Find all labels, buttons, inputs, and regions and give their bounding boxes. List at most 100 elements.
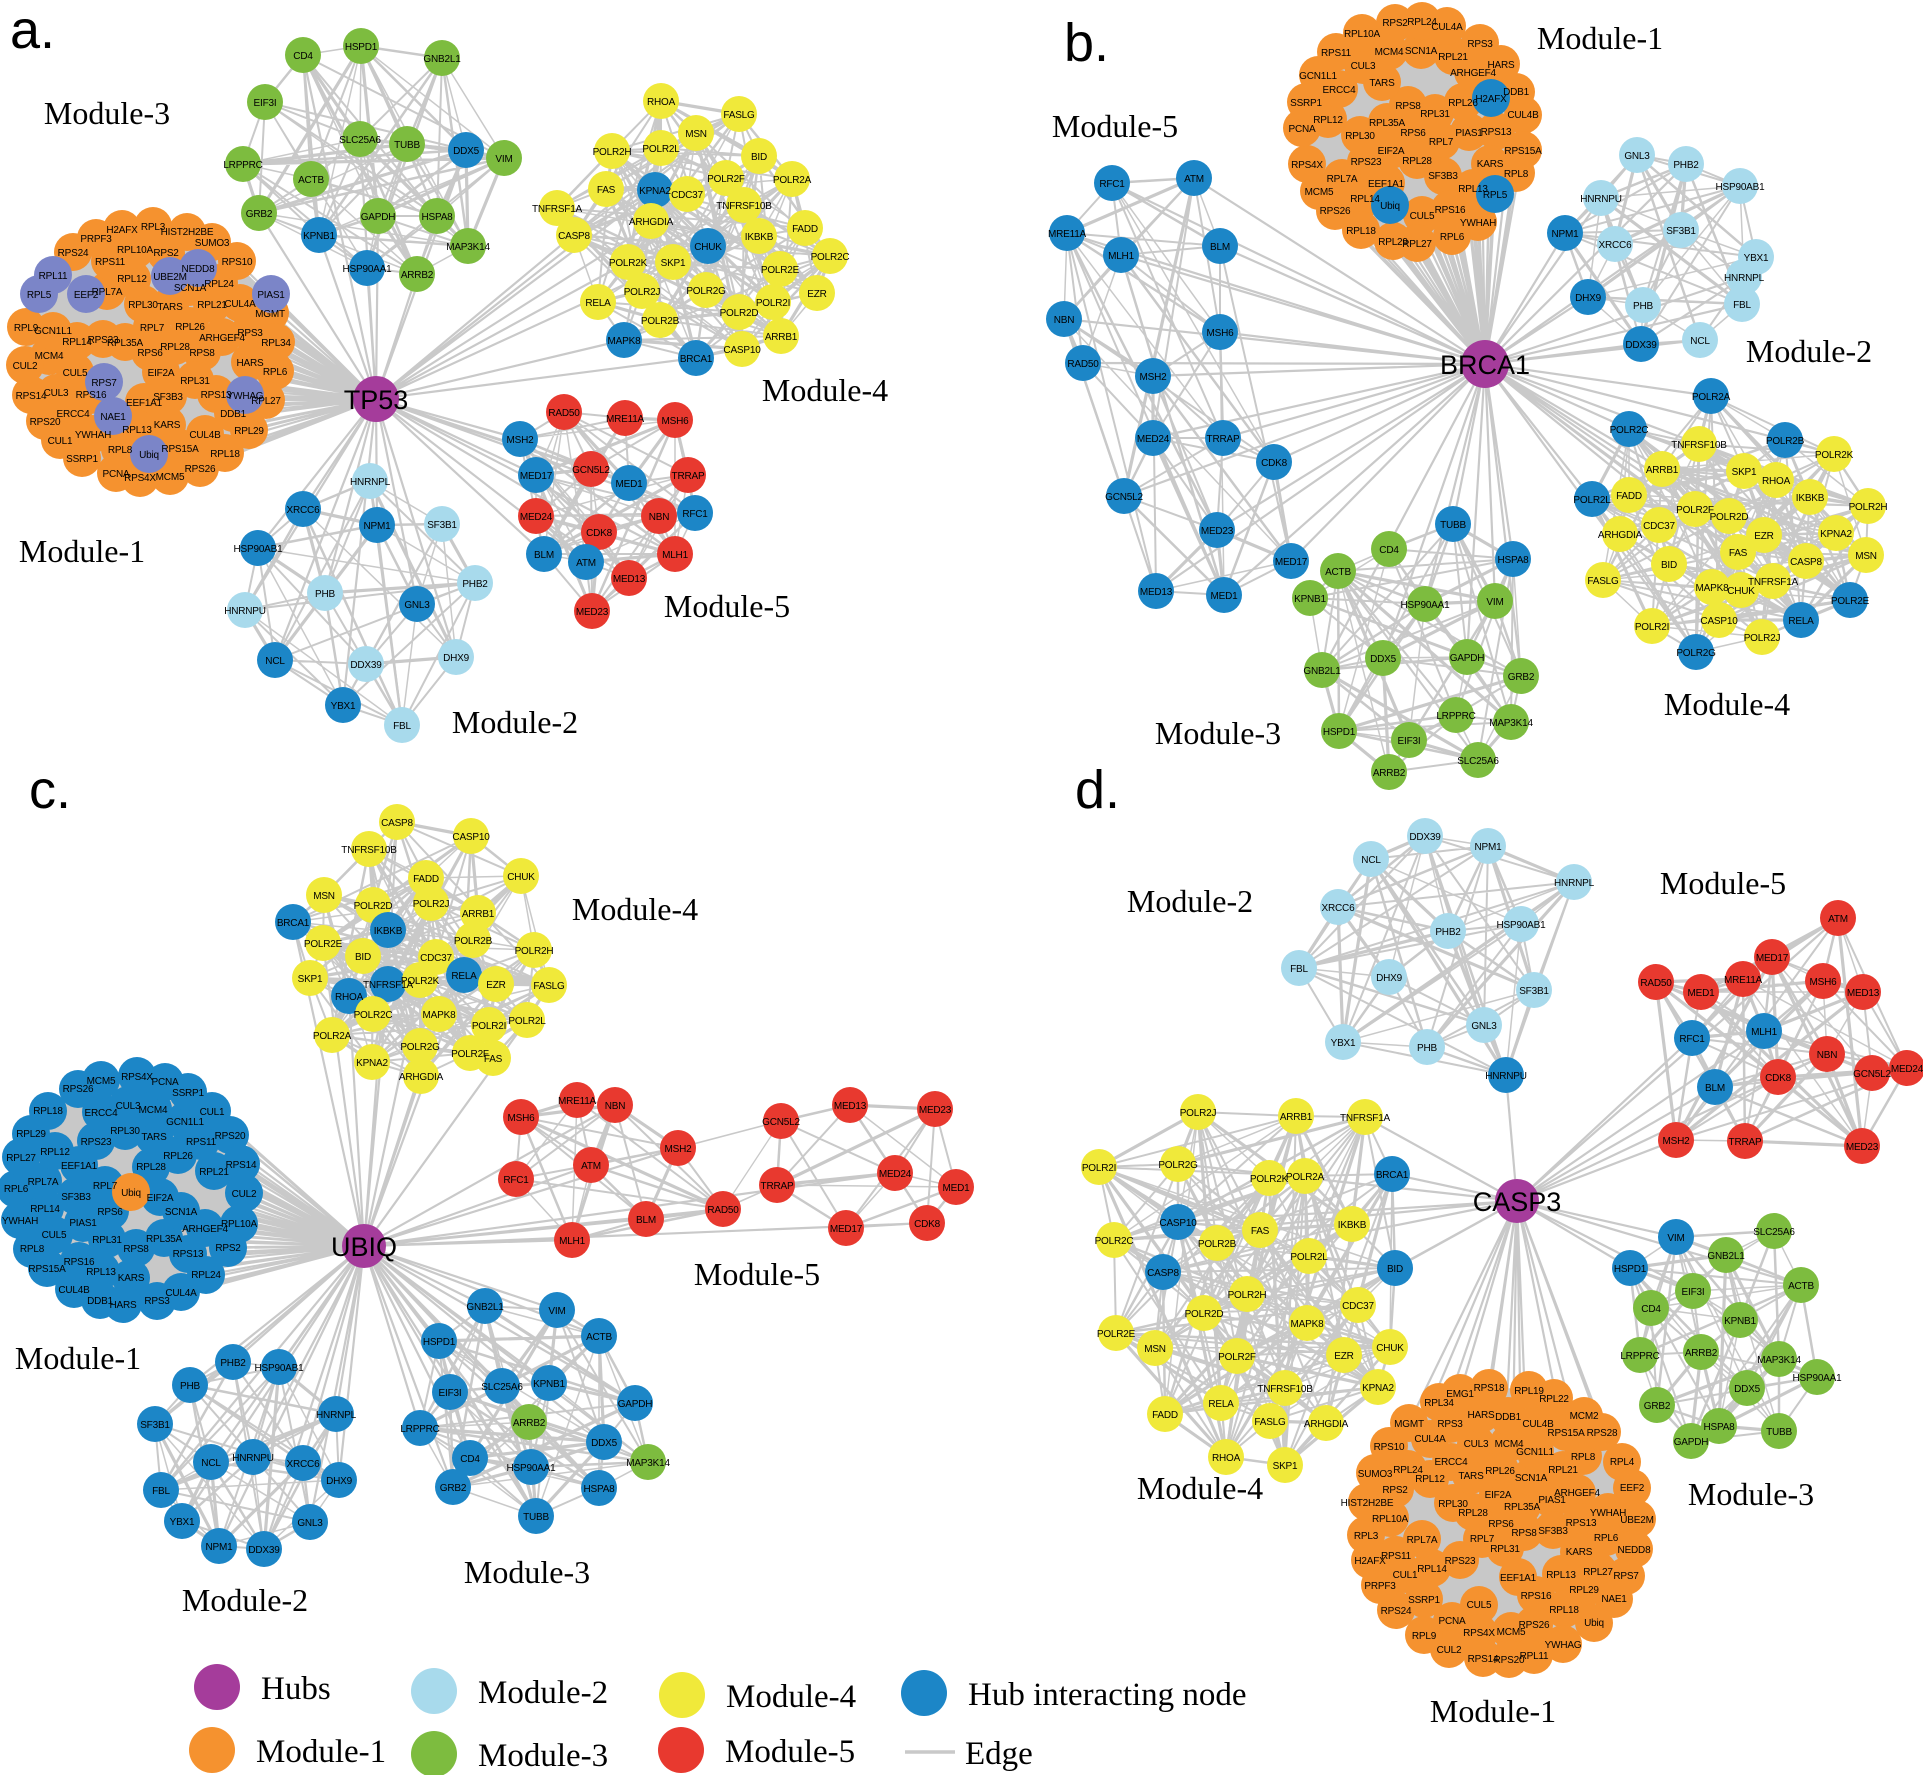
svg-text:DHX9: DHX9	[326, 1476, 353, 1487]
svg-text:RPL4: RPL4	[1610, 1457, 1635, 1468]
svg-text:TRRAP: TRRAP	[1729, 1137, 1762, 1148]
svg-text:MED17: MED17	[1275, 557, 1308, 568]
svg-text:RPS6: RPS6	[137, 348, 163, 359]
svg-text:FBL: FBL	[152, 1486, 170, 1497]
svg-text:PIAS1: PIAS1	[1455, 128, 1483, 139]
svg-text:H2AFX: H2AFX	[106, 225, 138, 236]
svg-text:POLR2L: POLR2L	[1290, 1252, 1328, 1263]
svg-text:GNL3: GNL3	[1624, 151, 1650, 162]
svg-text:CUL3: CUL3	[1464, 1439, 1489, 1450]
svg-text:POLR2C: POLR2C	[1610, 425, 1649, 436]
svg-text:POLR2A: POLR2A	[773, 175, 812, 186]
svg-text:CD4: CD4	[293, 51, 313, 62]
svg-text:RPL6: RPL6	[263, 367, 288, 378]
svg-text:CD4: CD4	[460, 1454, 480, 1465]
svg-text:RPL8: RPL8	[20, 1244, 45, 1255]
svg-text:NPM1: NPM1	[364, 521, 392, 532]
svg-text:HSP90AB1: HSP90AB1	[1497, 920, 1547, 931]
svg-text:ARRB2: ARRB2	[1373, 768, 1406, 779]
svg-text:SF3B3: SF3B3	[1428, 171, 1458, 182]
svg-text:NPM1: NPM1	[1475, 842, 1503, 853]
svg-text:RPS16: RPS16	[1435, 205, 1466, 216]
svg-text:MRE11A: MRE11A	[1724, 975, 1763, 986]
svg-text:IKBKB: IKBKB	[374, 926, 403, 937]
svg-text:TNFRSF1A: TNFRSF1A	[363, 980, 414, 991]
svg-text:EIF2A: EIF2A	[1378, 146, 1405, 157]
svg-text:POLR2E: POLR2E	[1097, 1329, 1136, 1340]
svg-text:EEF2: EEF2	[1620, 1483, 1645, 1494]
svg-text:RPS7: RPS7	[1613, 1571, 1639, 1582]
svg-text:MSH6: MSH6	[1810, 977, 1838, 988]
svg-text:ARHGDIA: ARHGDIA	[1304, 1419, 1349, 1430]
svg-text:KPNB1: KPNB1	[1724, 1316, 1756, 1327]
svg-text:MED23: MED23	[919, 1105, 952, 1116]
svg-text:VIM: VIM	[1486, 597, 1503, 608]
svg-text:Module-4: Module-4	[726, 1679, 856, 1715]
svg-text:CUL3: CUL3	[44, 388, 69, 399]
svg-text:HSPA8: HSPA8	[421, 212, 453, 223]
svg-text:RPS24: RPS24	[1381, 1606, 1412, 1617]
svg-text:BLM: BLM	[534, 550, 554, 561]
svg-text:ATM: ATM	[1828, 914, 1848, 925]
svg-text:HSP90AA1: HSP90AA1	[507, 1463, 557, 1474]
svg-text:SCN1A: SCN1A	[165, 1207, 198, 1218]
svg-text:RPL13: RPL13	[1458, 184, 1488, 195]
svg-text:FASLG: FASLG	[1587, 576, 1619, 587]
svg-text:Module-5: Module-5	[694, 1256, 820, 1292]
svg-text:MSN: MSN	[685, 129, 707, 140]
svg-text:SKP1: SKP1	[661, 258, 686, 269]
svg-text:Module-2: Module-2	[452, 704, 578, 740]
svg-text:RPL29: RPL29	[1378, 237, 1408, 248]
svg-text:RPL21: RPL21	[199, 1167, 229, 1178]
svg-text:RPL6: RPL6	[4, 1184, 29, 1195]
svg-text:PCNA: PCNA	[1439, 1616, 1467, 1627]
svg-text:YWHAH: YWHAH	[75, 430, 111, 441]
svg-text:UBE2M: UBE2M	[1620, 1515, 1653, 1526]
svg-text:CUL1: CUL1	[1393, 1570, 1418, 1581]
svg-text:Module-4: Module-4	[572, 891, 698, 927]
svg-text:RPL7: RPL7	[1470, 1534, 1495, 1545]
svg-text:RPL10A: RPL10A	[1372, 1514, 1409, 1525]
svg-text:POLR2H: POLR2H	[515, 946, 554, 957]
svg-text:RPS3: RPS3	[144, 1296, 170, 1307]
svg-text:FBL: FBL	[1290, 964, 1308, 975]
svg-text:MRE11A: MRE11A	[1048, 229, 1087, 240]
svg-text:MAPK8: MAPK8	[1696, 583, 1730, 594]
svg-text:RAD50: RAD50	[1067, 359, 1099, 370]
svg-text:DDX5: DDX5	[453, 146, 480, 157]
svg-text:KPNB1: KPNB1	[1294, 594, 1326, 605]
svg-text:MCM4: MCM4	[35, 351, 64, 362]
svg-text:EIF2A: EIF2A	[148, 368, 175, 379]
svg-text:Hubs: Hubs	[261, 1671, 331, 1707]
svg-text:VIM: VIM	[548, 1306, 565, 1317]
svg-text:RPS14: RPS14	[16, 391, 47, 402]
svg-text:RAD50: RAD50	[707, 1205, 739, 1216]
svg-text:CUL4A: CUL4A	[1414, 1434, 1446, 1445]
svg-text:ACTB: ACTB	[298, 175, 324, 186]
svg-text:IKBKB: IKBKB	[1338, 1220, 1367, 1231]
svg-text:Module-4: Module-4	[1664, 686, 1790, 722]
svg-text:RPL30: RPL30	[1438, 1499, 1468, 1510]
svg-text:MCM5: MCM5	[1497, 1627, 1526, 1638]
svg-text:RPL26: RPL26	[1448, 98, 1478, 109]
svg-text:RPS8: RPS8	[1395, 101, 1421, 112]
svg-text:PHB: PHB	[1633, 301, 1653, 312]
svg-text:RHOA: RHOA	[647, 97, 676, 108]
svg-text:CUL5: CUL5	[1467, 1600, 1492, 1611]
svg-text:FASLG: FASLG	[1254, 1417, 1286, 1428]
svg-text:RPS15A: RPS15A	[1504, 146, 1542, 157]
svg-text:RPS7: RPS7	[91, 378, 117, 389]
svg-text:CUL4B: CUL4B	[189, 430, 221, 441]
svg-text:NBN: NBN	[605, 1101, 626, 1112]
svg-text:CDK8: CDK8	[1261, 458, 1288, 469]
svg-text:CASP8: CASP8	[381, 818, 413, 829]
svg-text:BID: BID	[1387, 1264, 1403, 1275]
svg-text:PHB2: PHB2	[462, 579, 488, 590]
svg-text:TARS: TARS	[157, 302, 183, 313]
svg-text:UBE2M: UBE2M	[153, 272, 186, 283]
svg-text:SCN1A: SCN1A	[174, 283, 207, 294]
svg-text:RPL7A: RPL7A	[92, 287, 123, 298]
svg-text:RPL13: RPL13	[122, 425, 152, 436]
svg-text:DDX5: DDX5	[591, 1438, 618, 1449]
svg-text:YBX1: YBX1	[1331, 1038, 1356, 1049]
